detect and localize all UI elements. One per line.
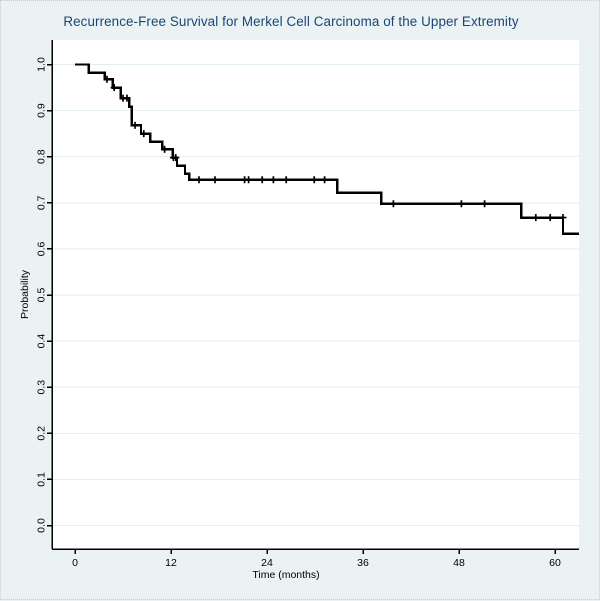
x-axis-title: Time (months) (252, 569, 319, 581)
y-tick-label: 0.9 (36, 103, 48, 118)
survival-step-curve (75, 63, 579, 235)
censor-mark (546, 214, 554, 222)
y-tick-label: 0.3 (36, 380, 48, 395)
y-tick-label: 0.0 (36, 518, 48, 533)
censor-mark (110, 84, 118, 92)
x-tick-label: 24 (261, 557, 273, 569)
x-tick-label: 60 (549, 557, 561, 569)
censor-mark (140, 130, 148, 138)
y-tick-label: 0.2 (36, 426, 48, 441)
censor-mark (269, 176, 277, 184)
censor-mark (195, 176, 203, 184)
x-tick-label: 12 (165, 557, 177, 569)
censor-mark (559, 214, 567, 222)
censor-mark (389, 200, 397, 208)
y-tick-label: 0.6 (36, 241, 48, 256)
censor-mark (532, 214, 540, 222)
x-tick-label: 36 (357, 557, 369, 569)
censor-mark (321, 176, 329, 184)
censor-marks (103, 75, 567, 222)
censor-mark (282, 176, 290, 184)
censor-mark (103, 75, 111, 83)
y-tick-label: 0.4 (36, 334, 48, 349)
y-tick-label: 0.8 (36, 149, 48, 164)
censor-mark (457, 200, 465, 208)
y-tick-label: 0.1 (36, 472, 48, 487)
censor-mark (211, 176, 219, 184)
y-axis-title: Probability (19, 269, 31, 319)
y-tick-label: 0.7 (36, 195, 48, 210)
censor-mark (123, 94, 131, 102)
censor-mark (245, 176, 253, 184)
y-tick-label: 0.5 (36, 288, 48, 303)
x-tick-label: 48 (453, 557, 465, 569)
censor-mark (481, 200, 489, 208)
x-axis: 0 12 24 36 48 60 (72, 549, 561, 569)
censor-mark (258, 176, 266, 184)
censor-mark (310, 176, 318, 184)
x-tick-label: 0 (72, 557, 78, 569)
censor-mark (161, 145, 169, 153)
y-axis: 0.0 0.1 0.2 0.3 0.4 0.5 0.6 0.7 0.8 0.9 1.0 (36, 57, 52, 533)
y-tick-label: 1.0 (36, 57, 48, 72)
chart-title: Recurrence-Free Survival for Merkel Cell… (63, 14, 519, 29)
censor-mark (131, 121, 139, 129)
censor-mark (172, 154, 180, 162)
